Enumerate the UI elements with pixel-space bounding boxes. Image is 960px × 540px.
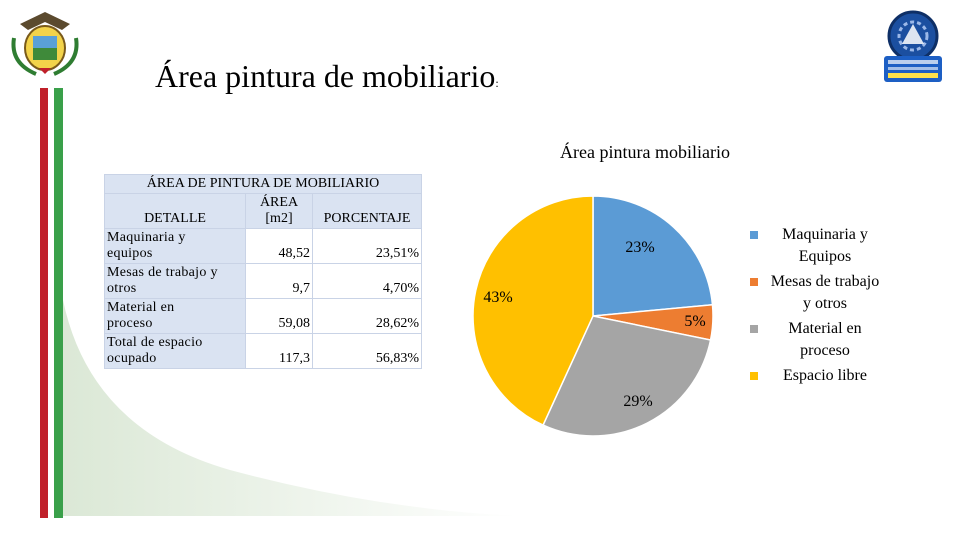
row-detail-line2: equipos xyxy=(107,246,153,261)
row-detail: Mesas de trabajo y otros xyxy=(104,263,246,299)
row-detail-line1: Maquinaria y xyxy=(107,230,186,245)
legend-item: Espacio libre xyxy=(748,365,888,387)
table-row: Total de espacio ocupado 117,3 56,83% xyxy=(104,333,422,369)
pie-data-label: 43% xyxy=(483,289,512,306)
header-area-line1: ÁREA xyxy=(259,195,299,210)
green-stripe xyxy=(54,88,63,518)
row-detail-line2: proceso xyxy=(107,316,153,331)
table-row: Mesas de trabajo y otros 9,7 4,70% xyxy=(104,263,422,299)
pie-chart: 23% 5% 29% 43% xyxy=(472,195,714,437)
slide-title: Área pintura de mobiliario: xyxy=(155,58,499,95)
row-percent: 4,70% xyxy=(312,263,422,299)
row-detail-line1: Material en xyxy=(107,300,175,315)
pie-data-label: 23% xyxy=(625,239,654,256)
legend-label: Espacio libre xyxy=(783,367,867,384)
row-area: 48,52 xyxy=(245,228,313,264)
row-area: 9,7 xyxy=(245,263,313,299)
row-detail: Material en proceso xyxy=(104,298,246,334)
legend-label-line2: Equipos xyxy=(798,248,852,265)
header-percent: PORCENTAJE xyxy=(312,193,422,229)
table-header-row: DETALLE ÁREA [m2] PORCENTAJE xyxy=(104,193,422,229)
row-detail-line2: otros xyxy=(107,281,137,296)
pie-slice xyxy=(592,195,714,317)
chart-legend: Maquinaria y Equipos Mesas de trabajo y ot… xyxy=(748,224,888,390)
red-stripe xyxy=(40,88,48,518)
legend-swatch xyxy=(750,231,758,239)
coat-of-arms-icon xyxy=(11,12,79,76)
legend-label: Mesas de trabajo y otros xyxy=(762,271,888,315)
row-percent: 56,83% xyxy=(312,333,422,369)
legend-swatch xyxy=(750,325,758,333)
legend-swatch xyxy=(750,372,758,380)
table-title: ÁREA DE PINTURA DE MOBILIARIO xyxy=(104,174,422,194)
pie-data-label: 29% xyxy=(623,393,652,410)
legend-item: Mesas de trabajo y otros xyxy=(748,271,888,315)
header-detail: DETALLE xyxy=(104,193,246,229)
row-detail: Maquinaria y equipos xyxy=(104,228,246,264)
row-percent: 28,62% xyxy=(312,298,422,334)
legend-label-line2: y otros xyxy=(803,295,847,312)
legend-label: Maquinaria y Equipos xyxy=(762,224,888,268)
legend-label: Material en proceso xyxy=(762,318,888,362)
pie-slice xyxy=(472,195,594,427)
row-area: 59,08 xyxy=(245,298,313,334)
table-title-row: ÁREA DE PINTURA DE MOBILIARIO xyxy=(104,174,422,194)
legend-label-line1: Mesas de trabajo xyxy=(770,273,880,290)
legend-swatch xyxy=(750,278,758,286)
legend-item: Material en proceso xyxy=(748,318,888,362)
pie-data-label: 5% xyxy=(684,313,705,330)
row-detail-line1: Total de espacio xyxy=(107,335,203,350)
table-row: Material en proceso 59,08 28,62% xyxy=(104,298,422,334)
data-table: ÁREA DE PINTURA DE MOBILIARIO DETALLE ÁR… xyxy=(104,174,422,369)
row-detail-line2: ocupado xyxy=(107,351,157,366)
legend-label-line1: Maquinaria y xyxy=(782,226,868,243)
pie-slice xyxy=(542,315,712,437)
header-area-line2: [m2] xyxy=(265,211,293,226)
espe-mecatronica-logo-icon xyxy=(884,10,942,82)
row-detail-line1: Mesas de trabajo y xyxy=(107,265,218,280)
header-area: ÁREA [m2] xyxy=(245,193,313,229)
slide-title-text: Área pintura de mobiliario xyxy=(155,58,496,94)
white-stripe xyxy=(48,88,54,518)
chart-title: Área pintura mobiliario xyxy=(560,142,730,162)
row-detail: Total de espacio ocupado xyxy=(104,333,246,369)
table-row: Maquinaria y equipos 48,52 23,51% xyxy=(104,228,422,264)
row-percent: 23,51% xyxy=(312,228,422,264)
row-area: 117,3 xyxy=(245,333,313,369)
legend-label-line1: Material en xyxy=(788,320,862,337)
legend-label-line2: proceso xyxy=(800,342,850,359)
slide-title-colon: : xyxy=(495,76,499,90)
legend-item: Maquinaria y Equipos xyxy=(748,224,888,268)
